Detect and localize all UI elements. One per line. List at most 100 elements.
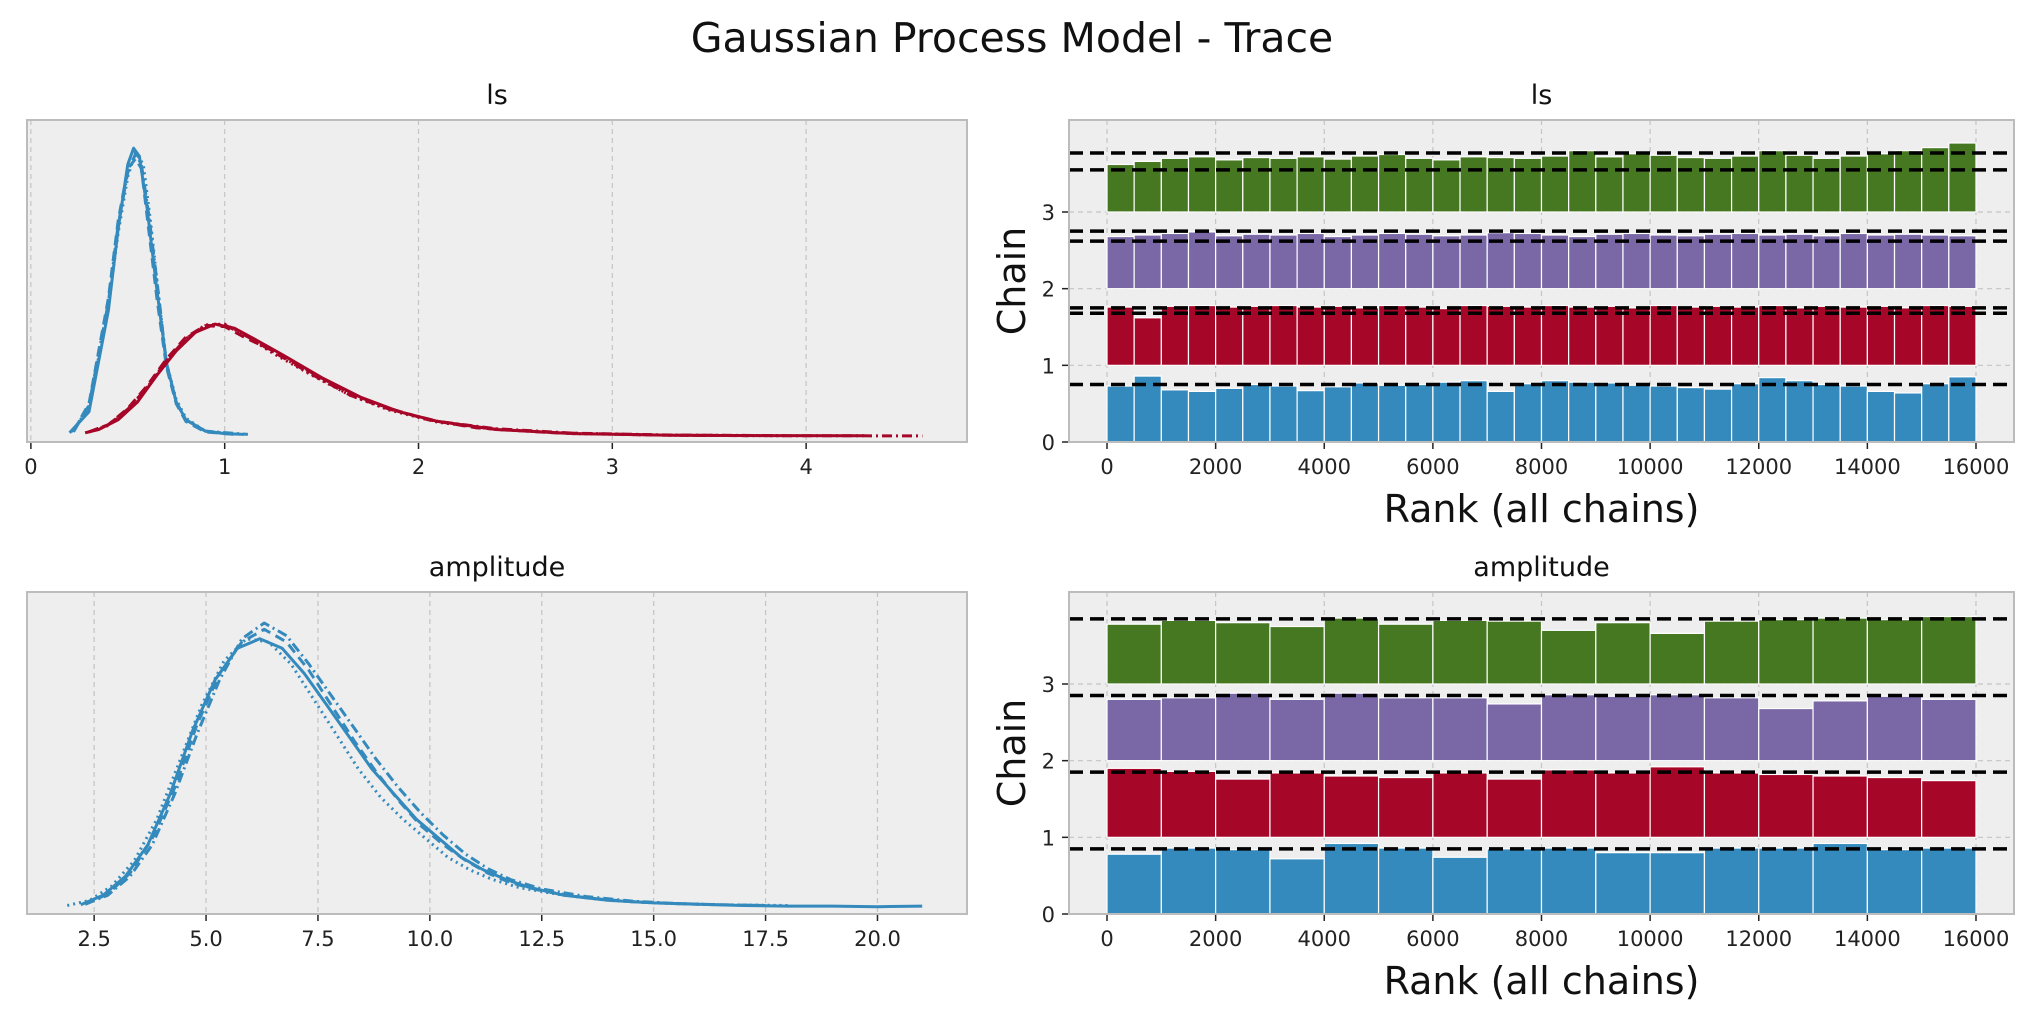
rank-bar xyxy=(1377,384,1407,443)
y-tick-label: 0 xyxy=(1042,903,1055,927)
rank-bar xyxy=(1730,306,1760,366)
rank-bar xyxy=(1703,847,1760,915)
rank-bar xyxy=(1866,234,1896,290)
rank-bar xyxy=(1133,317,1162,366)
rank-bar xyxy=(1160,697,1217,762)
rank-bar xyxy=(1866,305,1896,366)
rank-bar xyxy=(1730,383,1760,443)
plot-frame xyxy=(26,119,968,443)
rank-bar xyxy=(1377,847,1434,915)
y-axis-label: Chain xyxy=(990,699,1034,808)
rank-bar xyxy=(1595,156,1624,213)
rank-bar xyxy=(1758,847,1814,915)
rank-bar xyxy=(1215,235,1244,290)
plot-frame xyxy=(1068,591,2015,915)
rank-bar xyxy=(1106,385,1135,443)
rank-bar xyxy=(1323,158,1353,213)
y-tick-label: 1 xyxy=(1042,354,1055,378)
rank-bar xyxy=(1921,615,1977,685)
x-tick-label: 2000 xyxy=(1189,455,1242,479)
rank-bar xyxy=(1160,305,1190,366)
rank-bar xyxy=(1160,389,1190,443)
rank-bar xyxy=(1215,622,1271,685)
rank-bar xyxy=(1106,306,1135,366)
rank-bar xyxy=(1595,233,1624,290)
rank-bar xyxy=(1812,157,1841,213)
rank-bar xyxy=(1649,852,1706,915)
rank-bar xyxy=(1106,698,1162,762)
ls-rank-panel: ls 0 2000 4000 6000 8000 10000 12000 14000 16000 0… xyxy=(990,80,2015,531)
rank-bar xyxy=(1160,847,1217,915)
rank-bar xyxy=(1269,385,1298,443)
rank-bar xyxy=(1758,234,1787,290)
rank-bar xyxy=(1106,767,1162,838)
rank-bar xyxy=(1459,156,1488,213)
rank-bar xyxy=(1921,234,1950,290)
y-tick-label: 3 xyxy=(1042,673,1055,697)
rank-bar xyxy=(1540,155,1570,213)
rank-bar xyxy=(1649,385,1678,443)
x-tick-label: 16000 xyxy=(1943,455,2010,479)
rank-bar xyxy=(1893,150,1923,213)
rank-bar xyxy=(1921,779,1977,838)
rank-bar xyxy=(1432,697,1488,762)
rank-bar xyxy=(1622,307,1651,366)
rank-bar xyxy=(1812,235,1841,290)
x-tick-label: 4000 xyxy=(1298,927,1351,951)
rank-bar xyxy=(1106,623,1162,685)
rank-bar xyxy=(1215,159,1244,213)
rank-bar xyxy=(1568,150,1597,213)
rank-bar xyxy=(1540,629,1597,685)
rank-bar xyxy=(1568,235,1597,290)
rank-bar xyxy=(1948,305,1977,366)
rank-bar xyxy=(1730,155,1760,213)
rank-bar xyxy=(1568,306,1597,366)
x-tick-label: 7.5 xyxy=(301,927,334,951)
rank-bar xyxy=(1187,156,1217,213)
rank-bar xyxy=(1703,157,1733,213)
rank-bar xyxy=(1948,376,1977,443)
y-tick-label: 2 xyxy=(1042,750,1055,774)
y-axis-label: Chain xyxy=(990,227,1034,336)
rank-bar xyxy=(1269,698,1325,762)
rank-bar xyxy=(1106,853,1162,915)
rank-bar xyxy=(1269,858,1325,915)
rank-bar xyxy=(1921,383,1950,443)
rank-bar xyxy=(1459,234,1488,290)
x-tick-label: 20.0 xyxy=(854,927,901,951)
amplitude-density-panel: amplitude 2.5 5.0 7.5 10.0 12.5 15.0 17.5 20.0 xyxy=(26,552,968,951)
rank-bar xyxy=(1513,157,1543,213)
rank-bar xyxy=(1758,377,1787,443)
x-tick-label: 10000 xyxy=(1617,927,1684,951)
rank-bar xyxy=(1269,625,1325,685)
x-tick-label: 6000 xyxy=(1406,455,1459,479)
rank-bar xyxy=(1269,304,1298,366)
rank-bar xyxy=(1893,233,1923,290)
rank-bar xyxy=(1676,156,1706,213)
rank-bar xyxy=(1323,617,1380,685)
rank-bar xyxy=(1921,147,1950,213)
x-tick-label: 1 xyxy=(218,455,231,479)
rank-bar xyxy=(1486,390,1515,443)
rank-bar xyxy=(1187,304,1217,366)
x-tick-label: 15.0 xyxy=(630,927,677,951)
rank-bar xyxy=(1921,847,1977,915)
rank-bar xyxy=(1486,848,1543,915)
rank-bar xyxy=(1595,382,1624,443)
rank-bar xyxy=(1921,304,1950,366)
x-tick-label: 0 xyxy=(24,455,37,479)
panel-title: amplitude xyxy=(429,552,565,583)
density-line-3 xyxy=(72,152,249,436)
rank-bar xyxy=(1866,848,1923,915)
figure-title: Gaussian Process Model - Trace xyxy=(691,14,1333,62)
x-tick-label: 4 xyxy=(799,455,812,479)
rank-bar xyxy=(1649,154,1678,213)
rank-bar xyxy=(1323,305,1353,366)
rank-bar xyxy=(1296,156,1325,213)
rank-bar xyxy=(1215,848,1271,915)
rank-bar xyxy=(1513,306,1543,366)
plot-frame xyxy=(26,591,968,915)
rank-bar xyxy=(1595,772,1651,838)
rank-bar xyxy=(1432,308,1461,366)
x-tick-label: 10.0 xyxy=(406,927,453,951)
